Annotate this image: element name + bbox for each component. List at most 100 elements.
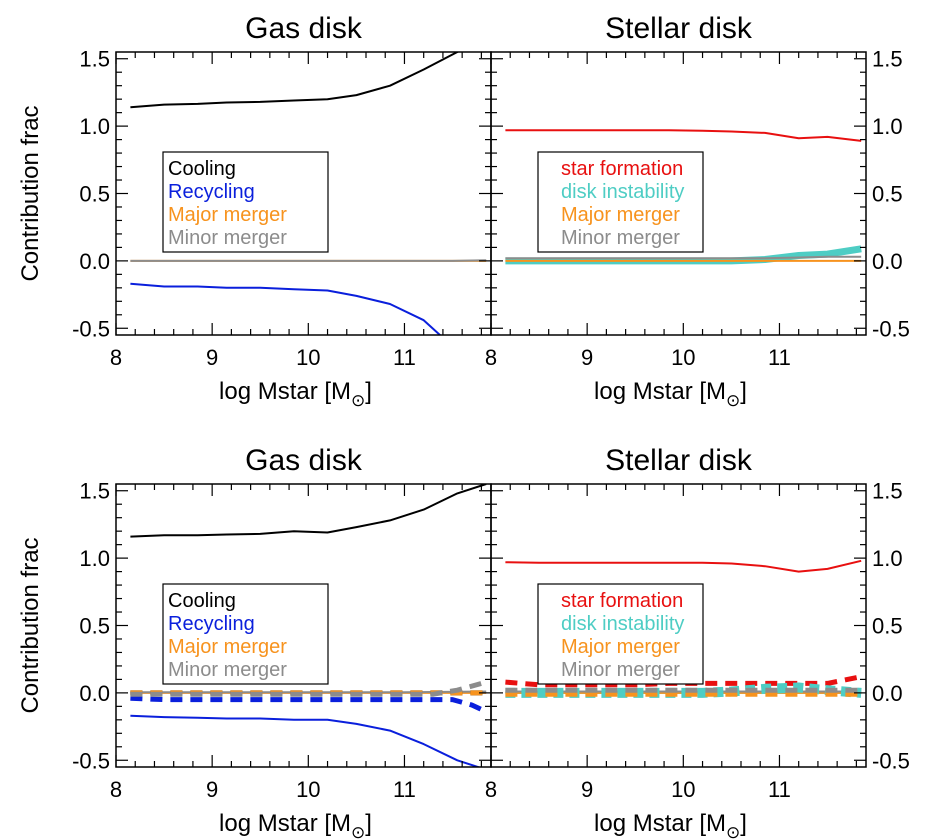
x-tick-label: 9	[581, 777, 593, 802]
series-group	[505, 129, 862, 265]
x-axis-label-bracket: ]	[740, 378, 747, 405]
legend-item-minor-merger: Minor merger	[561, 659, 680, 681]
x-tick-label: 11	[393, 777, 416, 802]
panel-2: Stellar disk 8 9 10 11 -0.5 0.0 0.5 1.0 1.5 log Ms…	[485, 12, 910, 410]
series-line-cooling	[130, 52, 460, 109]
y-tick-label: 0.5	[79, 182, 110, 207]
x-tick-label: 11	[393, 345, 416, 370]
panel-3: Gas disk 8 9 10 11 -0.5 0.0 0.5 1.0 1.5 log Mstar …	[17, 444, 492, 839]
legend-item-major-merger: Major merger	[561, 204, 680, 226]
x-axis-label-text: log Mstar [M	[594, 810, 726, 837]
y-tick-label: 1.0	[79, 546, 110, 571]
series-line-minor-merger	[130, 259, 487, 262]
sun-symbol: ⊙	[351, 391, 365, 410]
panel-title: Stellar disk	[605, 12, 753, 45]
y-tick-label: 0.5	[79, 614, 110, 639]
x-axis-label: log Mstar [M⊙]	[219, 810, 372, 839]
x-axis-label: log Mstar [M⊙]	[594, 810, 747, 839]
y-axis-label: Contribution frac	[17, 105, 44, 281]
y-tick-label: 1.5	[79, 47, 110, 72]
y-tick-label: 0.0	[872, 249, 903, 274]
legend-item-minor-merger: Minor merger	[168, 227, 287, 249]
legend-item-recycling: Recycling	[168, 181, 255, 203]
legend-item-minor-merger: Minor merger	[168, 659, 287, 681]
y-tick-label: 0.0	[79, 249, 110, 274]
series-line-recycling-dashed	[130, 695, 488, 714]
y-tick-label: 0.5	[872, 614, 903, 639]
legend-item-recycling: Recycling	[168, 613, 255, 635]
x-axis-label-text: log Mstar [M	[219, 810, 351, 837]
legend-item-star-formation: star formation	[561, 590, 683, 612]
series-line-cooling	[130, 484, 487, 538]
y-tick-label: -0.5	[872, 316, 910, 341]
x-tick-label: 8	[110, 345, 122, 370]
x-tick-label: 10	[671, 777, 695, 802]
legend-item-major-merger: Major merger	[561, 636, 680, 658]
legend-item-disk-instability: disk instability	[561, 181, 684, 203]
legend-item-major-merger: Major merger	[168, 204, 287, 226]
legend-box	[162, 583, 329, 685]
legend-item-disk-instability: disk instability	[561, 613, 684, 635]
legend-item-major-merger: Major merger	[168, 636, 287, 658]
sun-symbol: ⊙	[351, 823, 365, 839]
x-axis-label: log Mstar [M⊙]	[219, 378, 372, 410]
x-tick-label: 10	[671, 345, 695, 370]
legend-item-minor-merger: Minor merger	[561, 227, 680, 249]
x-axis-label-text: log Mstar [M	[219, 378, 351, 405]
x-axis-label-bracket: ]	[365, 378, 372, 405]
y-tick-label: 1.0	[872, 114, 903, 139]
sun-symbol: ⊙	[726, 391, 740, 410]
y-tick-label: 1.5	[79, 479, 110, 504]
panel-1: Gas disk 8 9 10 11 -0.5 0.0 0.5 1.0 1.5 log Mstar …	[17, 12, 492, 410]
series-group	[130, 484, 488, 767]
y-tick-label: -0.5	[72, 316, 110, 341]
x-tick-label: 8	[110, 777, 122, 802]
y-axis-label: Contribution frac	[17, 537, 44, 713]
y-tick-label: 1.0	[872, 546, 903, 571]
x-axis-label-bracket: ]	[365, 810, 372, 837]
y-tick-label: 0.5	[872, 182, 903, 207]
x-tick-label: 11	[768, 777, 791, 802]
panel-title: Gas disk	[245, 444, 363, 477]
x-axis-label: log Mstar [M⊙]	[594, 378, 747, 410]
x-tick-label: 10	[296, 345, 320, 370]
x-tick-label: 8	[485, 345, 497, 370]
series-line-minor-merger	[505, 255, 862, 260]
y-tick-label: 0.0	[872, 681, 903, 706]
legend-item-cooling: Cooling	[168, 590, 236, 612]
x-axis-label-text: log Mstar [M	[594, 378, 726, 405]
x-axis-label-bracket: ]	[740, 810, 747, 837]
series-line-star-formation	[505, 129, 862, 142]
series-line-star-formation	[505, 559, 862, 573]
legend-item-cooling: Cooling	[168, 158, 236, 180]
legend-box	[537, 583, 704, 685]
y-tick-label: -0.5	[872, 748, 910, 773]
legend-box	[537, 151, 704, 253]
series-group	[130, 52, 487, 335]
series-line-recycling	[130, 714, 482, 767]
sun-symbol: ⊙	[726, 823, 740, 839]
y-tick-label: 1.5	[872, 47, 903, 72]
y-tick-label: -0.5	[72, 748, 110, 773]
x-tick-label: 9	[581, 345, 593, 370]
x-tick-label: 8	[485, 777, 497, 802]
legend-box	[162, 151, 329, 253]
series-group	[505, 559, 862, 698]
series-line-minor-merger-dashed	[130, 679, 487, 697]
legend-item-star-formation: star formation	[561, 158, 683, 180]
x-tick-label: 11	[768, 345, 791, 370]
x-tick-label: 9	[206, 777, 218, 802]
y-tick-label: 1.5	[872, 479, 903, 504]
panel-4: Stellar disk 8 9 10 11 -0.5 0.0 0.5 1.0 1.5 log Ms…	[485, 444, 910, 839]
x-tick-label: 9	[206, 345, 218, 370]
x-tick-label: 10	[296, 777, 320, 802]
y-tick-label: 1.0	[79, 114, 110, 139]
series-line-recycling	[130, 282, 442, 335]
y-tick-label: 0.0	[79, 681, 110, 706]
panel-title: Stellar disk	[605, 444, 753, 477]
